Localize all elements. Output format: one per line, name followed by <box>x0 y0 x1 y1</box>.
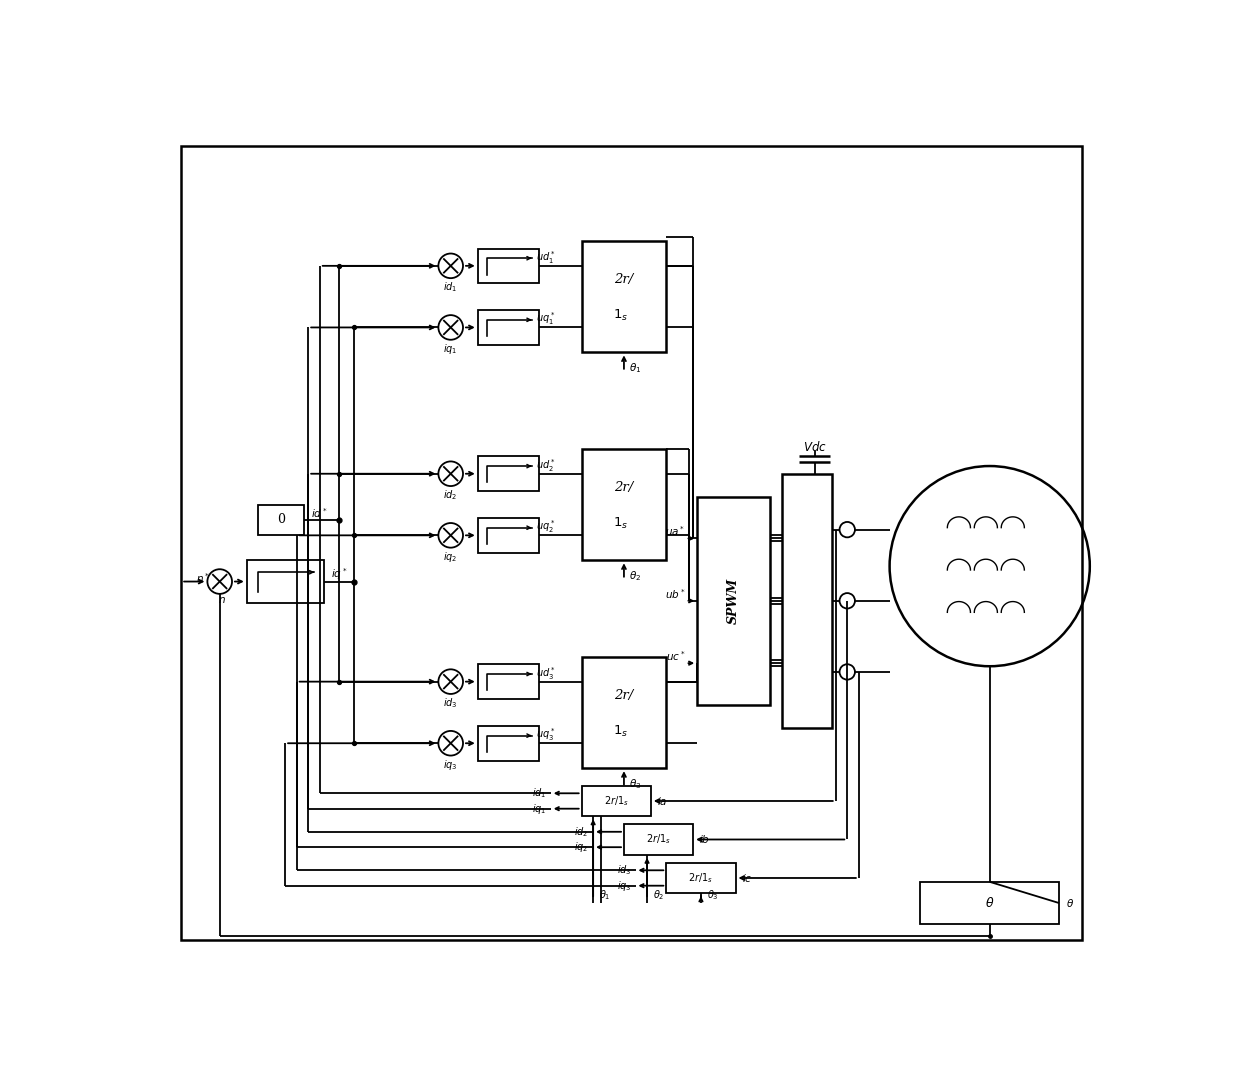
Circle shape <box>439 253 463 278</box>
Text: $iq_2$: $iq_2$ <box>574 841 589 855</box>
Text: $2r/1_s$: $2r/1_s$ <box>688 871 713 885</box>
Circle shape <box>439 523 463 547</box>
Text: $ud_1^*$: $ud_1^*$ <box>536 249 556 266</box>
Bar <box>582 449 666 560</box>
Text: $n$: $n$ <box>218 595 226 605</box>
Circle shape <box>439 669 463 694</box>
Bar <box>477 311 539 344</box>
Text: 2r/: 2r/ <box>614 481 634 494</box>
Text: SPWM: SPWM <box>727 578 740 624</box>
Bar <box>582 785 651 817</box>
Text: $\theta_2$: $\theta_2$ <box>630 569 641 583</box>
Circle shape <box>439 731 463 756</box>
Text: $iq_3$: $iq_3$ <box>444 758 458 772</box>
Bar <box>582 657 666 768</box>
Text: $id_2$: $id_2$ <box>444 489 458 502</box>
Bar <box>624 824 693 855</box>
Text: $id_1$: $id_1$ <box>532 786 547 800</box>
Text: 2r/: 2r/ <box>614 274 634 287</box>
Bar <box>477 665 539 699</box>
Text: $ud_2^*$: $ud_2^*$ <box>536 457 556 473</box>
Text: $uq_2^*$: $uq_2^*$ <box>536 518 556 535</box>
Text: $ud_3^*$: $ud_3^*$ <box>536 665 556 682</box>
Text: $id_3$: $id_3$ <box>444 696 458 710</box>
Text: $\theta$: $\theta$ <box>985 896 994 910</box>
Text: 2r/: 2r/ <box>614 689 634 702</box>
Bar <box>477 456 539 491</box>
Bar <box>247 560 324 603</box>
Text: $1_s$: $1_s$ <box>613 724 627 740</box>
Text: $1_s$: $1_s$ <box>613 516 627 531</box>
Text: $\theta_3$: $\theta_3$ <box>707 888 718 902</box>
Bar <box>477 249 539 283</box>
Text: $iq_1$: $iq_1$ <box>532 801 547 816</box>
Text: $ub^*$: $ub^*$ <box>665 586 686 601</box>
Text: $\theta_1$: $\theta_1$ <box>630 361 641 375</box>
Bar <box>697 496 770 705</box>
Text: $Vdc$: $Vdc$ <box>802 440 826 454</box>
Bar <box>781 473 832 728</box>
Text: $\theta$: $\theta$ <box>1066 897 1075 909</box>
Text: $uq_1^*$: $uq_1^*$ <box>536 311 556 327</box>
Text: $\theta_1$: $\theta_1$ <box>599 888 610 902</box>
Bar <box>258 505 304 535</box>
Bar <box>477 518 539 553</box>
Text: $id_1$: $id_1$ <box>444 280 458 294</box>
Bar <box>920 882 1059 924</box>
Text: $uc^*$: $uc^*$ <box>666 649 686 664</box>
Text: $id_3$: $id_3$ <box>616 863 631 877</box>
Circle shape <box>439 315 463 340</box>
Text: $uq_3^*$: $uq_3^*$ <box>536 727 556 743</box>
Bar <box>666 862 735 894</box>
Text: $iq_1$: $iq_1$ <box>444 342 458 356</box>
Text: $ia$: $ia$ <box>657 795 667 807</box>
Text: $ic$: $ic$ <box>742 872 753 884</box>
Bar <box>582 241 666 353</box>
Circle shape <box>207 569 232 594</box>
Text: $2r/1_s$: $2r/1_s$ <box>646 833 671 846</box>
Text: $n^*$: $n^*$ <box>196 571 210 585</box>
Text: $iq_3$: $iq_3$ <box>616 879 631 893</box>
Text: $2r/1_s$: $2r/1_s$ <box>604 794 629 808</box>
Text: $\theta_2$: $\theta_2$ <box>652 888 665 902</box>
Text: $id^*$: $id^*$ <box>311 506 329 520</box>
Text: $id_2$: $id_2$ <box>574 825 589 838</box>
Text: $\theta_3$: $\theta_3$ <box>629 776 642 791</box>
Text: $1_s$: $1_s$ <box>613 308 627 324</box>
Circle shape <box>439 462 463 487</box>
Bar <box>477 725 539 760</box>
Text: $ib$: $ib$ <box>699 833 711 846</box>
Text: $iq^*$: $iq^*$ <box>331 566 347 582</box>
Text: 0: 0 <box>278 514 285 527</box>
Text: $iq_2$: $iq_2$ <box>444 550 458 564</box>
Text: $ua^*$: $ua^*$ <box>666 525 686 539</box>
